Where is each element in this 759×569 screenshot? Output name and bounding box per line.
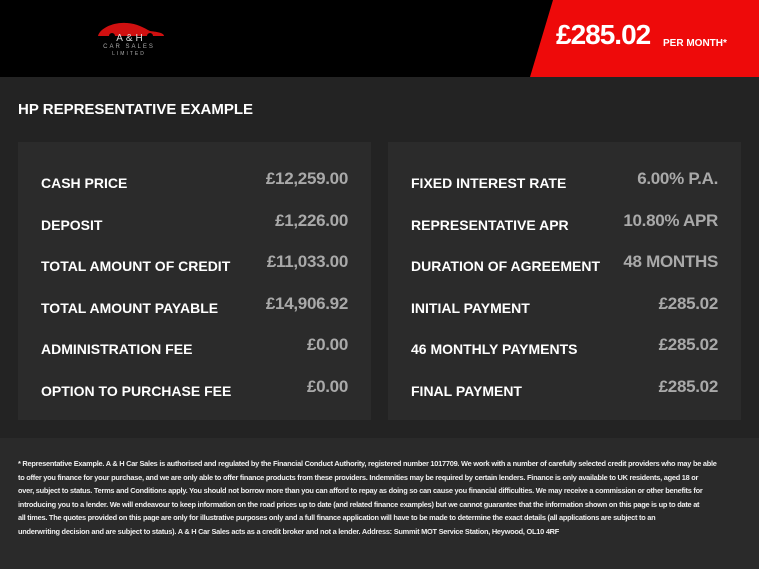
finance-panel-left: CASH PRICE £12,259.00 DEPOSIT £1,226.00 TOTA… [18, 142, 371, 420]
logo-line3: LIMITED [112, 51, 146, 57]
finance-panel-right: FIXED INTEREST RATE 6.00% P.A. REPRESENTAT… [388, 142, 741, 420]
finance-row: FINAL PAYMENT £285.02 [411, 377, 718, 401]
disclaimer-line: to offer you finance for your purchase, … [18, 472, 699, 482]
finance-label: CASH PRICE [41, 175, 128, 191]
disclaimer-section: * Representative Example. A & H Car Sale… [0, 438, 759, 569]
disclaimer-line: over, subject to status. Terms and Condi… [18, 486, 703, 496]
finance-row: REPRESENTATIVE APR 10.80% APR [411, 211, 718, 235]
car-logo-icon [98, 22, 164, 38]
price-banner [530, 0, 759, 77]
finance-label: DEPOSIT [41, 216, 103, 233]
finance-label: OPTION TO PURCHASE FEE [41, 382, 232, 399]
finance-row: TOTAL AMOUNT PAYABLE £14,906.92 [41, 294, 348, 318]
disclaimer-text: * Representative Example. A & H Car Sale… [18, 457, 741, 539]
finance-label: TOTAL AMOUNT PAYABLE [41, 299, 219, 316]
finance-row: 46 MONTHLY PAYMENTS £285.02 [411, 335, 718, 359]
finance-value: £11,033.00 [266, 252, 348, 271]
finance-label: DURATION OF AGREEMENT [411, 258, 600, 274]
finance-row: ADMINISTRATION FEE £0.00 [41, 335, 348, 359]
page-title: HP REPRESENTATIVE EXAMPLE [18, 101, 254, 118]
finance-value: £285.02 [658, 376, 719, 396]
disclaimer-line: * Representative Example. A & H Car Sale… [18, 459, 717, 468]
finance-value: £285.02 [658, 335, 719, 354]
finance-label: ADMINISTRATION FEE [41, 341, 193, 357]
logo-line2: CAR SALES [103, 44, 155, 50]
per-month-label: PER MONTH* [663, 38, 727, 49]
finance-value: £0.00 [306, 376, 348, 396]
disclaimer-line: all times. The quotes provided on this p… [18, 513, 656, 523]
finance-label: INITIAL PAYMENT [411, 299, 530, 316]
finance-label: TOTAL AMOUNT OF CREDIT [41, 258, 231, 274]
finance-row: DURATION OF AGREEMENT 48 MONTHS [411, 252, 718, 276]
finance-value: £14,906.92 [265, 293, 348, 313]
finance-row: CASH PRICE £12,259.00 [41, 169, 348, 193]
finance-row: OPTION TO PURCHASE FEE £0.00 [41, 377, 348, 401]
finance-label: FIXED INTEREST RATE [411, 175, 567, 191]
disclaimer-line: introducing you to a lender. We will end… [18, 499, 700, 509]
logo-line1: A&H [116, 33, 146, 44]
finance-value: 6.00% P.A. [637, 169, 718, 188]
finance-row: FIXED INTEREST RATE 6.00% P.A. [411, 169, 718, 193]
finance-label: 46 MONTHLY PAYMENTS [411, 341, 578, 357]
finance-row: INITIAL PAYMENT £285.02 [411, 294, 718, 318]
finance-row: DEPOSIT £1,226.00 [41, 211, 348, 235]
finance-row: TOTAL AMOUNT OF CREDIT £11,033.00 [41, 252, 348, 276]
finance-value: 10.80% APR [623, 210, 718, 230]
finance-value: £0.00 [306, 335, 348, 354]
finance-value: £1,226.00 [275, 210, 348, 230]
finance-value: £12,259.00 [265, 169, 348, 188]
header-bar: A&H CAR SALES LIMITED £285.02 PER MONTH* [0, 0, 759, 77]
finance-value: 48 MONTHS [623, 252, 718, 271]
finance-label: FINAL PAYMENT [411, 382, 522, 399]
finance-label: REPRESENTATIVE APR [411, 216, 569, 233]
disclaimer-line: underwriting decision and are subject to… [18, 526, 560, 536]
finance-value: £285.02 [658, 293, 719, 313]
company-logo[interactable]: A&H CAR SALES LIMITED [84, 18, 174, 60]
monthly-price: £285.02 [556, 19, 651, 50]
